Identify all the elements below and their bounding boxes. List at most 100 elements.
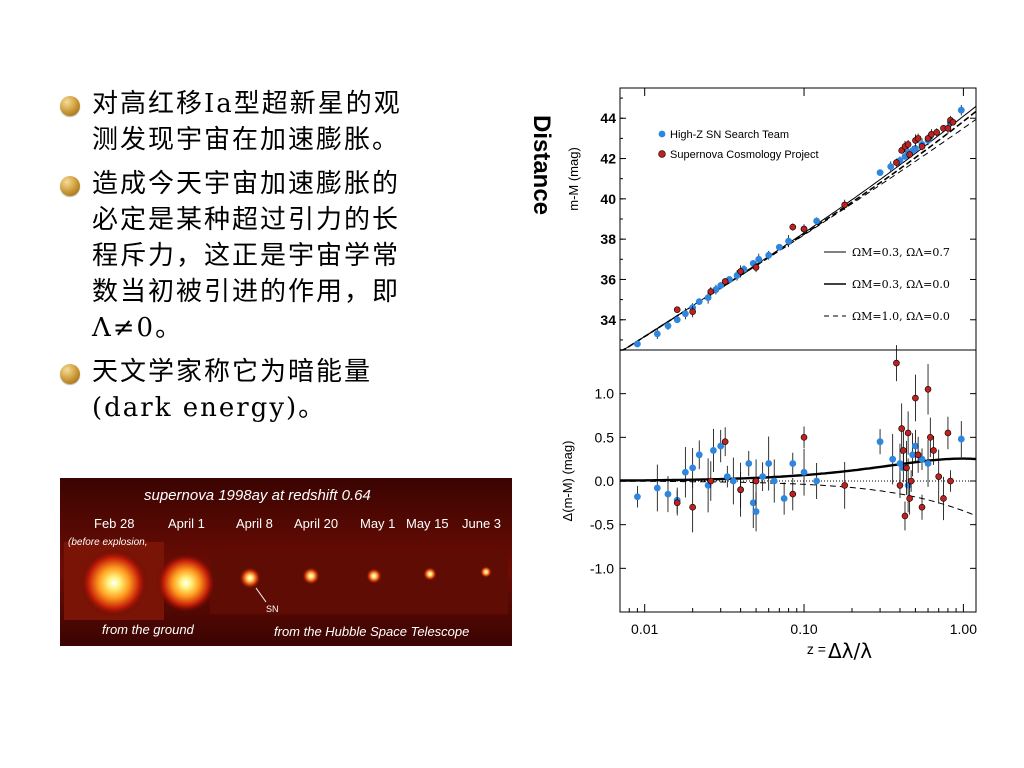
legend-model-label: ΩM=0.3, ΩΛ=0.0 [852, 278, 950, 291]
scp-point [904, 141, 912, 148]
scp-point [907, 477, 915, 485]
high-z-point [664, 490, 672, 498]
high-z-point [770, 477, 778, 485]
scp-point [841, 482, 849, 489]
high-z-point [710, 447, 717, 454]
scp-point [898, 425, 905, 432]
photo-date: May 15 [406, 516, 449, 531]
caption-ground: from the ground [102, 622, 195, 637]
bullet-line: 数当初被引进的作用，即 [92, 277, 401, 307]
scp-point [924, 385, 932, 393]
high-z-point [759, 473, 767, 481]
high-z-point [723, 473, 731, 481]
y-tick-label: 0.0 [595, 473, 615, 489]
scp-point [689, 503, 696, 511]
legend-marker [658, 130, 666, 138]
photo-date: June 3 [462, 516, 501, 531]
legend-model-label: ΩM=1.0, ΩΛ=0.0 [852, 310, 950, 323]
bullet-line: 造成今天宇宙加速膨胀的 [92, 169, 401, 199]
model-curve-top [620, 105, 977, 351]
scp-point [906, 495, 913, 502]
high-z-point [800, 468, 808, 476]
legend-model-label: ΩM=0.3, ΩΛ=0.7 [852, 246, 950, 259]
scp-point [707, 288, 715, 295]
sn-label: SN [266, 604, 279, 614]
distance-chart: 34 36 38 40 42 44 m-M (mag) Distance High-Z S… [528, 87, 977, 351]
sn-image-may15 [423, 567, 437, 581]
high-z-point [765, 460, 773, 467]
scp-point [904, 429, 912, 437]
scp-point [944, 429, 952, 437]
high-z-point [633, 493, 641, 501]
scp-point [800, 225, 808, 233]
scp-point [906, 151, 913, 158]
supernova-photo-panel: supernova 1998ay at redshift 0.64 Feb 28… [60, 478, 512, 646]
scp-point [930, 447, 937, 454]
high-z-point [695, 451, 703, 459]
legend-label: High-Z SN Search Team [670, 129, 789, 141]
scp-point [707, 477, 715, 485]
residual-y-label: Δ(m-M) (mag) [560, 441, 575, 522]
photo-date: May 1 [360, 516, 395, 531]
photo-note: (before explosion, [68, 537, 148, 548]
model-curve-residual [620, 457, 977, 482]
photo-date: April 20 [294, 516, 338, 531]
scp-point [947, 477, 954, 485]
x-axis-label: z = [807, 641, 826, 657]
high-z-point [780, 495, 788, 502]
high-z-point [673, 316, 681, 324]
high-z-point [695, 298, 703, 306]
scp-point [673, 499, 681, 507]
supernova-photo: supernova 1998ay at redshift 0.64 Feb 28… [60, 478, 512, 646]
scp-point [914, 451, 922, 459]
scp-point [737, 486, 744, 494]
high-z-point [909, 451, 916, 459]
model-curve-top [620, 118, 977, 351]
y-tick-label: -1.0 [590, 560, 614, 576]
scp-point [901, 512, 909, 520]
high-z-point [775, 243, 783, 251]
high-z-point [653, 330, 661, 338]
high-z-point [887, 163, 895, 170]
scp-point [841, 201, 849, 209]
model-curve-top [620, 110, 977, 351]
high-z-point [681, 310, 689, 318]
high-z-point [729, 477, 737, 485]
high-z-point [876, 169, 884, 177]
bullet-text: 对高红移Ia型超新星的观 测发现宇宙在加速膨胀。 [92, 86, 402, 158]
y-tick-label: 1.0 [595, 386, 615, 402]
scp-point [903, 464, 910, 472]
bullet-line: (dark energy)。 [92, 393, 327, 423]
bullet-text: 造成今天宇宙加速膨胀的 必定是某种超过引力的长 程斥力，这正是宇宙学常 数当初被… [92, 166, 400, 346]
sn-image-june3 [480, 566, 492, 578]
bullet-item: 对高红移Ia型超新星的观 测发现宇宙在加速膨胀。 [60, 86, 480, 158]
bullet-line: Λ≠0。 [92, 313, 184, 343]
high-z-point [749, 499, 757, 507]
scp-point [737, 268, 744, 275]
model-curve-residual [620, 480, 977, 517]
high-z-point [912, 442, 919, 450]
scp-point [949, 118, 957, 126]
scp-point [918, 503, 926, 511]
y-tick-label: 44 [600, 110, 616, 126]
bullet-icon [60, 176, 80, 196]
photo-date: April 1 [168, 516, 205, 531]
high-z-point [813, 477, 821, 485]
scp-point [689, 308, 696, 316]
bullet-line: 必定是某种超过引力的长 [92, 205, 401, 235]
scp-point [789, 490, 797, 498]
photo-date: Feb 28 [94, 516, 134, 531]
high-z-point [918, 455, 926, 463]
y-tick-label: 40 [600, 191, 616, 207]
sn-image-april8 [239, 567, 261, 589]
high-z-point [755, 255, 763, 263]
high-z-point [752, 508, 760, 515]
bullet-icon [60, 364, 80, 384]
high-z-point [957, 435, 965, 443]
high-z-point [633, 340, 641, 348]
scp-point [940, 495, 947, 502]
y-tick-label: 38 [600, 231, 616, 247]
high-z-point [717, 442, 725, 450]
y-tick-label: 34 [600, 312, 616, 328]
x-axis-annotation: Δλ/λ [828, 639, 872, 663]
